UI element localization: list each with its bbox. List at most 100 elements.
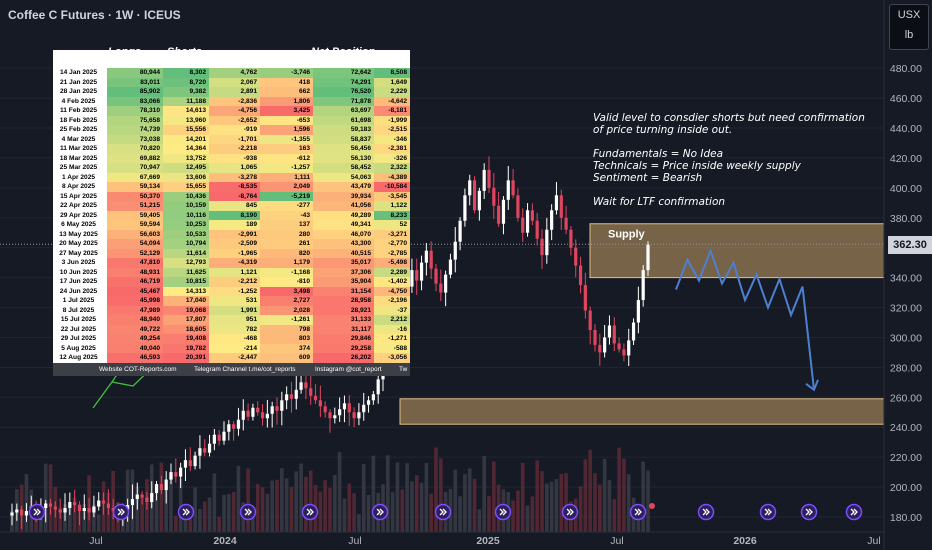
cot-date-cell: 1 Apr 2025 [53,172,107,182]
cot-value-cell: -1,261 [260,315,313,325]
volume-bar [424,462,429,532]
cot-value-cell: 28,921 [313,305,374,315]
dividend-event-icon[interactable] [28,503,46,521]
cot-value-cell: 75,658 [107,115,163,125]
cot-value-cell: 1,111 [260,172,313,182]
cot-value-cell: 1,122 [374,201,410,211]
dividend-event-icon[interactable] [697,503,715,521]
candle-body [299,382,303,390]
cot-value-cell: -2,991 [209,229,260,239]
candle-body [323,406,327,413]
cot-value-cell: -3,056 [374,353,410,363]
candle-body [318,400,322,407]
cot-value-cell: 17,807 [163,315,209,325]
cot-row: 29 Jul 2025 49,254 19,408 -468 803 29,846 -1,2… [53,334,410,344]
volume-bar [255,483,260,532]
cot-date-cell: 22 Jul 2025 [53,324,107,334]
cot-row: 15 Apr 2025 50,370 10,436 -8,764 -5,219 39,93… [53,191,410,201]
volume-bar [260,487,265,532]
dividend-event-icon[interactable] [434,503,452,521]
time-axis: Jul 2024 Jul 2025 Jul 2026 Jul [0,531,884,547]
cot-value-cell: -4,750 [374,286,410,296]
candle-body [135,494,139,500]
price-tick-label: 280.00 [890,362,922,374]
cot-value-cell: 14,613 [163,106,209,116]
dividend-event-icon[interactable] [177,503,195,521]
volume-bar [72,497,77,532]
dividend-event-icon[interactable] [494,503,512,521]
volume-bar [607,480,612,532]
annotation-line: Wait for LTF confirmation [593,196,726,208]
candle-body [424,250,428,263]
time-tick-label: 2024 [213,535,237,547]
cot-value-cell: 59,183 [313,125,374,135]
volume-bar [646,470,650,532]
cot-value-cell: -16 [374,324,410,334]
projection-line [675,247,815,390]
candle-body [453,241,457,260]
candle-body [463,195,467,221]
volume-bar [164,484,168,532]
candle-body [92,506,96,513]
price-tick-label: 380.00 [890,213,922,225]
cot-value-cell: 49,722 [107,324,163,334]
cot-row: 6 May 2025 59,594 10,253 189 137 49,341 52 [53,220,410,230]
candle-body [207,443,212,453]
candle-body [501,199,506,224]
cot-date-cell: 15 Apr 2025 [53,191,107,201]
candle-body [569,229,573,248]
net-position-header: Net Position [311,46,376,58]
cot-value-cell: -810 [260,277,313,287]
dividend-event-icon[interactable] [112,503,130,521]
cot-value-cell: -214 [209,343,260,353]
footer-telegram: Telegram Channel t.me/cot_reports [194,366,296,373]
candle-body [540,238,544,256]
cot-value-cell: 374 [260,343,313,353]
cot-value-cell: -919 [209,125,260,135]
cot-value-cell: 70,947 [107,163,163,173]
time-tick-label: Jul [89,535,102,547]
candle-body [217,434,221,441]
dividend-event-icon[interactable] [239,503,257,521]
dividend-event-icon[interactable] [301,503,319,521]
cot-value-cell: -2,447 [209,353,260,363]
cot-row: 1 Jul 2025 45,998 17,040 531 2,727 28,958 -2,1… [53,296,410,306]
price-tick-label: 180.00 [890,512,922,524]
candle-body [140,494,144,498]
volume-bar [410,481,414,532]
cot-row: 11 Mar 2025 70,820 14,364 -2,218 163 56,456 -2… [53,144,410,154]
dividend-event-icon[interactable] [759,503,777,521]
volume-bar [328,487,332,532]
dividend-event-icon[interactable] [629,503,647,521]
candle-body [342,403,347,410]
unit-label: lb [904,29,914,41]
dividend-event-icon[interactable] [371,503,389,521]
cot-value-cell: 14,313 [163,286,209,296]
cot-value-cell: -3,746 [260,68,313,78]
cot-value-cell: 609 [260,353,313,363]
cot-value-cell: -8,764 [209,191,260,201]
candle-body [145,497,149,503]
cot-value-cell: -2,652 [209,115,260,125]
cot-date-cell: 5 Aug 2025 [53,343,107,353]
candle-body [434,268,438,284]
cot-value-cell: -1,271 [374,334,410,344]
cot-value-cell: 13,960 [163,115,209,125]
cot-value-cell: -5,498 [374,258,410,268]
cot-value-cell: -4,389 [374,172,410,182]
cot-value-cell: 52 [374,220,410,230]
dividend-event-icon[interactable] [800,503,818,521]
annotation-line: Sentiment = Bearish [593,172,703,184]
candle-body [15,509,19,513]
cot-row: 24 Jun 2025 45,467 14,313 -1,252 3,498 31,154… [53,286,410,296]
cot-date-cell: 18 Mar 2025 [53,153,107,163]
unit-selector[interactable]: USX lb [889,4,929,50]
dividend-event-icon[interactable] [561,503,579,521]
cot-value-cell: -37 [374,305,410,315]
volume-bar [357,513,361,532]
volume-bar [342,498,347,532]
dividend-event-icon[interactable] [845,503,863,521]
candle-body [150,493,154,503]
volume-bar [227,494,231,532]
price-tick-label: 340.00 [890,273,922,285]
